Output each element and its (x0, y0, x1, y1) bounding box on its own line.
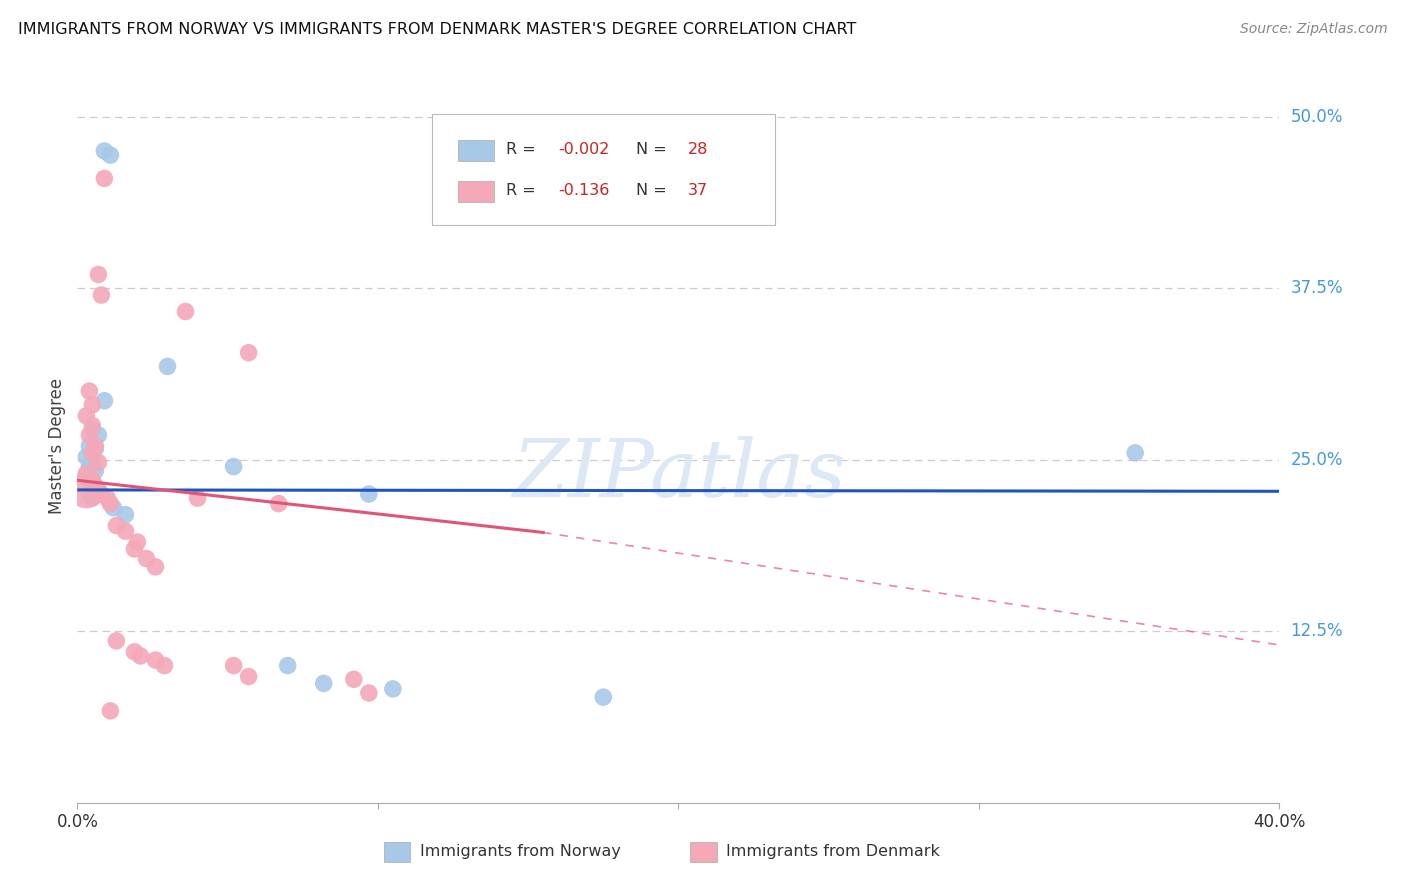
Point (82, 418, 104, 433)
Point (82, 473, 104, 487)
Point (82, 491, 104, 505)
Point (381, 681, 404, 696)
Point (124, 541, 146, 556)
Point (145, 653, 167, 667)
Point (75, 483, 97, 497)
Point (96, 491, 118, 505)
Point (174, 304, 197, 318)
Text: 37.5%: 37.5% (1291, 279, 1343, 297)
Point (93, 144, 115, 158)
Point (222, 658, 245, 673)
Point (127, 535, 149, 549)
Text: Source: ZipAtlas.com: Source: ZipAtlas.com (1240, 22, 1388, 37)
Point (124, 645, 146, 659)
Text: R =: R = (506, 183, 547, 198)
FancyBboxPatch shape (458, 180, 495, 202)
Point (105, 633, 128, 648)
Point (90, 288, 112, 302)
Point (87, 455, 110, 469)
Point (222, 459, 245, 474)
Text: ZIPatlas: ZIPatlas (512, 436, 845, 513)
Text: Immigrants from Norway: Immigrants from Norway (420, 844, 621, 859)
Point (93, 393, 115, 408)
Text: 12.5%: 12.5% (1291, 623, 1343, 640)
Point (75, 467, 97, 481)
Point (82, 455, 104, 469)
Point (90, 487, 112, 501)
Point (87, 268, 110, 282)
Point (312, 676, 335, 690)
Text: N =: N = (637, 183, 672, 198)
FancyBboxPatch shape (432, 114, 775, 225)
Point (129, 648, 152, 663)
Text: 28: 28 (688, 143, 709, 157)
Point (82, 423, 104, 437)
Point (100, 497, 122, 511)
Point (79, 473, 101, 487)
Point (100, 704, 122, 718)
Point (114, 524, 136, 538)
Point (238, 345, 260, 359)
Point (79, 439, 101, 453)
Point (93, 171, 115, 186)
Point (75, 450, 97, 464)
Point (156, 359, 179, 374)
Point (105, 518, 128, 533)
Text: 25.0%: 25.0% (1291, 450, 1343, 468)
Point (1123, 446, 1146, 460)
Point (82, 446, 104, 460)
Point (343, 673, 366, 687)
Text: -0.136: -0.136 (558, 183, 610, 198)
Text: Immigrants from Denmark: Immigrants from Denmark (727, 844, 941, 859)
Point (84, 480, 107, 494)
Point (82, 398, 104, 412)
Point (100, 148, 122, 162)
FancyBboxPatch shape (458, 140, 495, 161)
Point (79, 428, 101, 442)
Point (238, 669, 260, 683)
Point (145, 559, 167, 574)
Point (79, 384, 101, 398)
FancyBboxPatch shape (384, 842, 411, 862)
Point (267, 497, 290, 511)
Point (87, 483, 110, 497)
FancyBboxPatch shape (690, 842, 717, 862)
Point (84, 442, 107, 456)
Point (135, 551, 157, 566)
Point (114, 508, 136, 522)
Text: 37: 37 (688, 183, 709, 198)
Point (87, 428, 110, 442)
Point (277, 658, 299, 673)
Y-axis label: Master's Degree: Master's Degree (48, 378, 66, 514)
Point (84, 464, 107, 478)
Text: -0.002: -0.002 (558, 143, 610, 157)
Point (103, 500, 125, 515)
Point (592, 690, 614, 705)
Text: IMMIGRANTS FROM NORWAY VS IMMIGRANTS FROM DENMARK MASTER'S DEGREE CORRELATION CH: IMMIGRANTS FROM NORWAY VS IMMIGRANTS FRO… (18, 22, 856, 37)
Point (357, 686, 380, 700)
Point (75, 469, 97, 483)
Point (84, 480, 107, 494)
Point (357, 487, 380, 501)
Point (186, 491, 209, 505)
Point (79, 459, 101, 474)
Point (153, 658, 176, 673)
Point (82, 477, 104, 491)
Text: 50.0%: 50.0% (1291, 108, 1343, 126)
Text: R =: R = (506, 143, 541, 157)
Text: N =: N = (637, 143, 672, 157)
Point (84, 439, 107, 453)
Point (75, 409, 97, 423)
Point (79, 487, 101, 501)
